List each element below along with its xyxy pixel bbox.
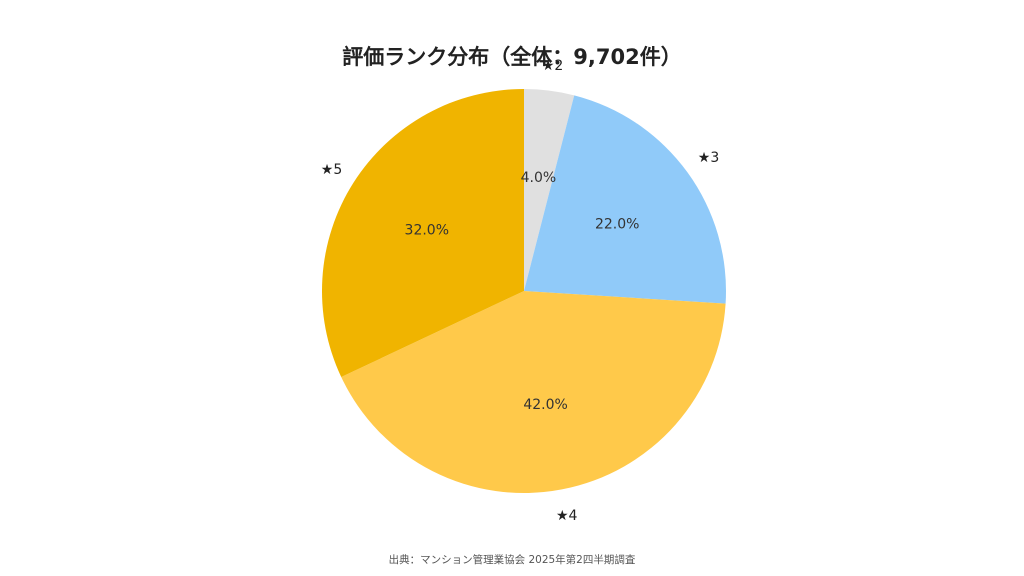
- slice-category-label: ★2: [542, 58, 563, 74]
- pie-slice: [524, 95, 726, 304]
- chart-title: 評価ランク分布（全体：9,702件）: [342, 45, 681, 69]
- pie-value-labels: 4.0% 22.0% 42.0% 32.0%: [405, 170, 640, 413]
- slice-value-label: 42.0%: [523, 397, 567, 413]
- slice-category-label: ★5: [321, 162, 342, 178]
- pie-slice: [321, 89, 524, 378]
- slice-category-label: ★3: [698, 150, 719, 166]
- slice-category-label: ★4: [556, 508, 578, 524]
- slice-value-label: 22.0%: [595, 216, 639, 232]
- pie-slice: [341, 291, 726, 494]
- pie-category-labels: ★2 ★3 ★4 ★5: [321, 58, 719, 524]
- slice-value-label: 32.0%: [405, 222, 449, 238]
- pie-slice: [524, 89, 575, 291]
- source-note: 出典：マンション管理業協会 2025年第2四半期調査: [389, 553, 636, 566]
- slice-value-label: 4.0%: [521, 170, 557, 186]
- pie-slices: [321, 89, 726, 494]
